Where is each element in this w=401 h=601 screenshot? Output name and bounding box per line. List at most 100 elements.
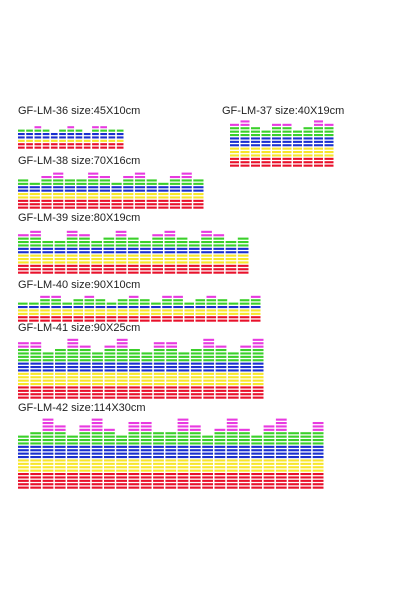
eq-stripe xyxy=(261,164,271,167)
eq-stripe xyxy=(59,146,66,149)
eq-stripe xyxy=(41,182,52,185)
eq-stripe xyxy=(51,316,61,319)
eq-stripe xyxy=(18,258,29,261)
eq-stripe xyxy=(176,264,188,267)
eq-stripe xyxy=(195,316,206,319)
eq-stripe xyxy=(67,435,78,438)
eq-stripe xyxy=(288,449,299,452)
eq-stripe xyxy=(66,230,78,233)
eq-stripe xyxy=(100,139,107,142)
eq-stripe xyxy=(226,449,238,452)
eq-stripe xyxy=(203,352,215,355)
eq-stripe xyxy=(18,254,29,257)
eq-stripe xyxy=(79,386,91,389)
eq-stripe xyxy=(73,299,84,302)
eq-stripe xyxy=(79,439,91,442)
eq-stripe xyxy=(240,396,252,399)
eq-stripe xyxy=(140,486,152,489)
eq-stripe xyxy=(41,206,52,209)
eq-stripe xyxy=(272,127,281,130)
eq-stripe xyxy=(79,254,90,257)
eq-stripe xyxy=(42,483,54,486)
eq-stripe xyxy=(228,306,239,309)
eq-stripe xyxy=(67,359,79,362)
eq-stripe xyxy=(303,127,313,130)
eq-stripe xyxy=(314,140,323,143)
eq-stripe xyxy=(128,466,140,469)
eq-stripe xyxy=(26,133,33,136)
eq-stripe xyxy=(177,483,189,486)
eq-stripe xyxy=(202,479,213,482)
eq-stripe xyxy=(30,459,42,462)
eq-stripe xyxy=(55,355,66,358)
eq-stripe xyxy=(140,479,152,482)
eq-stripe xyxy=(116,393,128,396)
eq-stripe xyxy=(206,316,217,319)
eq-stripe xyxy=(67,396,79,399)
eq-stripe xyxy=(30,271,41,274)
eq-stripe xyxy=(215,359,227,362)
eq-stripe xyxy=(201,241,212,244)
eq-stripe xyxy=(272,147,281,150)
eq-stripe xyxy=(95,319,106,322)
eq-stripe xyxy=(34,136,42,139)
eq-stripe xyxy=(116,452,127,455)
eq-stripe xyxy=(140,452,152,455)
eq-stripe xyxy=(66,247,78,250)
eq-stripe xyxy=(263,469,275,472)
eq-stripe xyxy=(79,379,91,382)
eq-stripe xyxy=(30,345,42,348)
eq-stripe xyxy=(153,459,164,462)
eq-stripe xyxy=(75,143,83,146)
eq-stripe xyxy=(226,459,238,462)
eq-stripe xyxy=(153,359,165,362)
eq-stripe xyxy=(29,182,40,185)
eq-stripe xyxy=(104,396,116,399)
eq-stripe xyxy=(79,428,91,431)
eq-stripe xyxy=(92,393,103,396)
eq-stripe xyxy=(300,486,312,489)
eq-stripe xyxy=(203,369,215,372)
eq-stripe xyxy=(226,439,238,442)
eq-stripe xyxy=(128,473,140,476)
eq-stripe xyxy=(188,251,200,254)
eq-stripe xyxy=(30,466,42,469)
eq-stripe xyxy=(54,442,66,445)
eq-stripe xyxy=(41,196,52,199)
eq-stripe xyxy=(41,193,52,196)
eq-stripe xyxy=(178,352,190,355)
eq-stripe xyxy=(127,264,139,267)
eq-stripe xyxy=(104,473,115,476)
eq-stripe xyxy=(140,251,151,254)
eq-stripe xyxy=(55,362,66,365)
eq-stripe xyxy=(127,237,139,240)
eq-stripe xyxy=(165,473,177,476)
eq-stripe xyxy=(201,237,212,240)
eq-stripe xyxy=(240,383,252,386)
eq-stripe xyxy=(42,258,54,261)
eq-stripe xyxy=(55,393,66,396)
eq-stripe xyxy=(88,179,99,182)
eq-stripe xyxy=(201,230,212,233)
eq-stripe xyxy=(84,295,95,298)
eq-stripe xyxy=(127,268,139,271)
eq-stripe xyxy=(18,439,29,442)
eq-stripe xyxy=(203,338,215,341)
eq-stripe xyxy=(214,483,226,486)
eq-stripe xyxy=(189,425,201,428)
eq-stripe xyxy=(92,396,103,399)
eq-stripe xyxy=(275,425,287,428)
eq-stripe xyxy=(314,164,323,167)
eq-stripe xyxy=(213,271,225,274)
eq-stripe xyxy=(30,469,42,472)
eq-stripe xyxy=(152,247,163,250)
eq-stripe xyxy=(227,393,239,396)
eq-stripe xyxy=(30,473,42,476)
eq-stripe xyxy=(41,189,52,192)
eq-stripe xyxy=(153,469,164,472)
eq-stripe xyxy=(104,428,115,431)
eq-stripe xyxy=(18,366,29,369)
eq-stripe xyxy=(18,271,29,274)
eq-stripe xyxy=(18,237,29,240)
eq-stripe xyxy=(300,466,312,469)
